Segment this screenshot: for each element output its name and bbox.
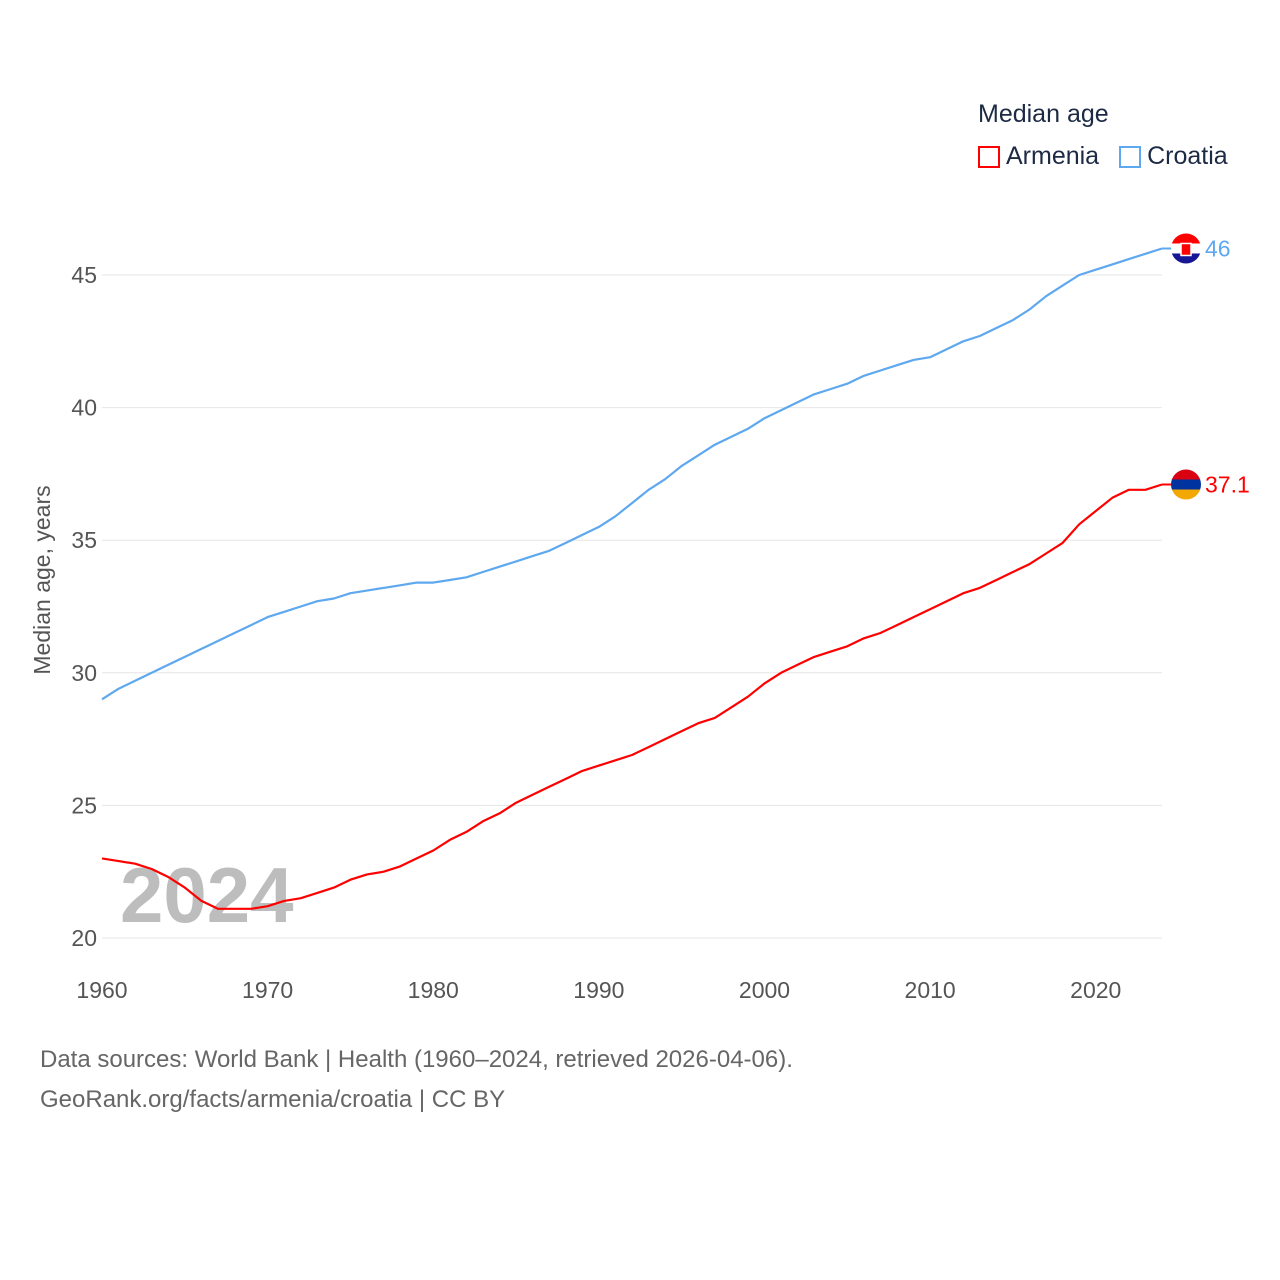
source-link[interactable]: GeoRank.org/facts/armenia/croatia | CC B… [40, 1086, 506, 1113]
series-line-armenia [101, 483, 1163, 910]
x-tick-label: 1970 [242, 977, 293, 1003]
series-lines: 37.1 46 [101, 233, 1250, 910]
flag-stripe [1171, 479, 1201, 491]
x-tick-label: 2020 [1070, 977, 1121, 1003]
flag-stripe [1171, 469, 1201, 481]
flag-stripe [1171, 233, 1201, 244]
y-tick-label: 25 [71, 792, 97, 818]
y-tick-label: 20 [71, 925, 97, 951]
end-value-label-croatia: 46 [1205, 235, 1231, 261]
x-tick-label: 1990 [573, 977, 624, 1003]
end-value-label-armenia: 37.1 [1205, 472, 1250, 498]
legend: Armenia Croatia [978, 142, 1228, 171]
data-sources-note: Data sources: World Bank | Health (1960–… [40, 1046, 793, 1073]
legend-title: Median age [978, 100, 1109, 128]
legend-item-croatia[interactable]: Croatia [1119, 142, 1228, 171]
year-watermark: 2024 [120, 851, 294, 939]
legend-swatch-armenia [978, 145, 1000, 168]
x-tick-label: 2010 [905, 977, 956, 1003]
gridlines [102, 274, 1162, 939]
x-tick-label: 1980 [408, 977, 459, 1003]
y-axis-label: Median age, years [29, 485, 55, 674]
y-axis-ticks: 20 25 30 35 40 45 [71, 262, 97, 951]
y-tick-label: 45 [71, 262, 97, 288]
x-tick-label: 2000 [739, 977, 790, 1003]
flag-coat-of-arms [1180, 242, 1192, 257]
x-axis-ticks: 1960 1970 1980 1990 2000 2010 2020 [76, 977, 1121, 1003]
legend-item-armenia[interactable]: Armenia [978, 142, 1099, 171]
legend-label-croatia: Croatia [1147, 142, 1228, 170]
legend-label-armenia: Armenia [1006, 142, 1100, 170]
x-tick-label: 1960 [76, 977, 127, 1003]
y-tick-label: 40 [71, 395, 97, 421]
y-tick-label: 35 [71, 527, 97, 553]
flag-icon-armenia [1171, 469, 1201, 500]
flag-icon-croatia [1171, 233, 1201, 264]
legend-swatch-croatia [1119, 145, 1142, 168]
flag-stripe [1171, 489, 1201, 500]
series-line-croatia [101, 247, 1163, 701]
flag-stripe [1171, 253, 1201, 264]
y-tick-label: 30 [71, 660, 97, 686]
